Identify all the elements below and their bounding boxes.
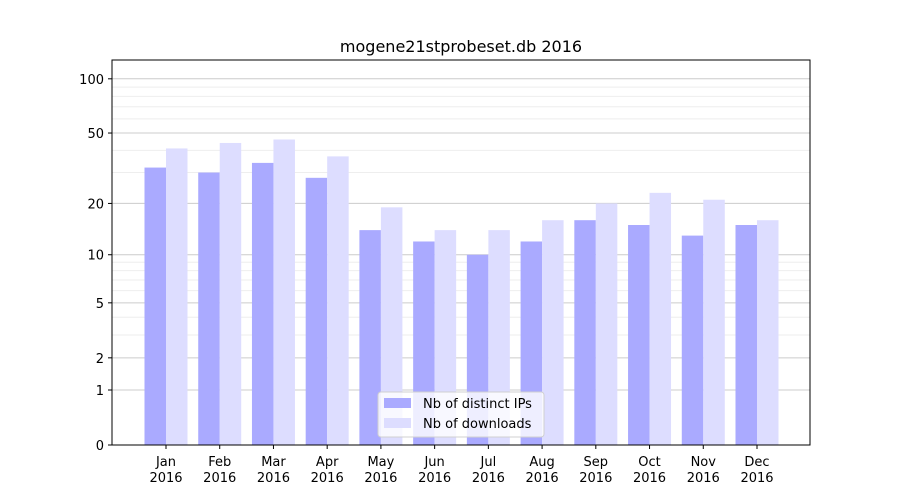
bar-ips (251, 162, 274, 445)
bar-ips (681, 235, 704, 445)
bar-downloads (434, 230, 457, 445)
y-tick-label: 0 (96, 439, 104, 454)
bar-downloads (757, 220, 779, 445)
legend-label: Nb of downloads (423, 417, 532, 432)
x-tick-label: Mar 2016 (257, 455, 290, 486)
bar-ips (574, 220, 596, 445)
bar-downloads (703, 199, 725, 445)
bar-downloads (219, 142, 242, 445)
x-tick-label: Jun 2016 (418, 455, 451, 486)
x-tick-label: Apr 2016 (311, 455, 344, 486)
y-tick-label: 5 (96, 297, 104, 312)
x-tick-label: Aug 2016 (526, 455, 559, 486)
x-tick-label: Jul 2016 (472, 455, 505, 486)
x-tick-label: Sep 2016 (579, 455, 612, 486)
legend-swatch (384, 398, 411, 408)
legend-label: Nb of distinct IPs (423, 397, 532, 412)
bar-downloads (327, 156, 349, 445)
x-tick-label: Feb 2016 (203, 455, 236, 486)
bar-downloads (595, 203, 618, 445)
bar-ips (305, 177, 328, 445)
bar-downloads (273, 139, 295, 445)
y-tick-label: 100 (79, 73, 104, 88)
x-tick-label: Jan 2016 (149, 455, 182, 486)
plot-frame (111, 59, 811, 446)
bar-downloads (649, 192, 672, 445)
y-tick-label: 20 (87, 197, 104, 212)
bar-ips (359, 230, 381, 445)
x-tick-label: Dec 2016 (740, 455, 773, 486)
legend-swatch (384, 418, 411, 428)
x-tick-label: May 2016 (364, 455, 397, 486)
bar-ips (198, 172, 220, 446)
chart-title: mogene21stprobeset.db 2016 (340, 37, 582, 56)
x-tick-label: Nov 2016 (687, 455, 720, 486)
y-tick-label: 2 (96, 352, 104, 367)
bar-ips (144, 167, 166, 445)
bar-ips (735, 225, 757, 445)
bar-ips (628, 225, 650, 445)
y-tick-label: 10 (87, 249, 104, 264)
legend: Nb of distinct IPs Nb of downloads (377, 391, 545, 438)
legend-box (377, 391, 545, 438)
x-tick-label: Oct 2016 (633, 455, 666, 486)
y-tick-label: 1 (96, 384, 104, 399)
bar-downloads (380, 207, 403, 445)
bar-downloads (166, 148, 188, 445)
y-tick-label: 50 (87, 127, 104, 142)
bar-downloads (488, 230, 510, 445)
bar-downloads (542, 220, 564, 445)
